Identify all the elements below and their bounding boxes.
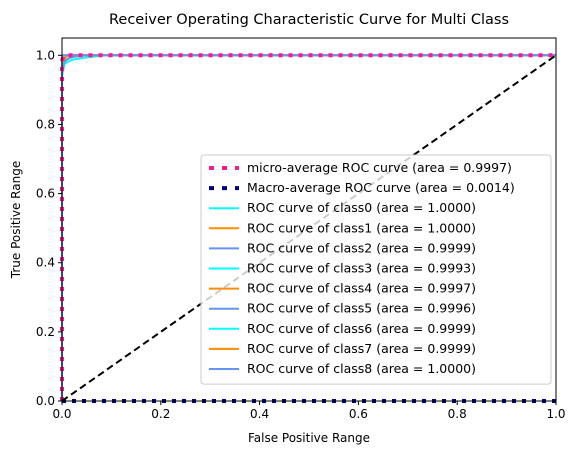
x-tick-label: 0.8 — [448, 407, 467, 421]
legend-label: ROC curve of class1 (area = 1.0000) — [247, 220, 476, 235]
legend-label: ROC curve of class0 (area = 1.0000) — [247, 200, 476, 215]
legend-label: ROC curve of class8 (area = 1.0000) — [247, 361, 476, 376]
legend-label: Macro-average ROC curve (area = 0.0014) — [247, 180, 515, 195]
x-tick-label: 1.0 — [546, 407, 565, 421]
y-tick-label: 0.2 — [36, 325, 55, 339]
chart-title: Receiver Operating Characteristic Curve … — [109, 12, 509, 28]
legend-label: ROC curve of class4 (area = 0.9997) — [247, 281, 476, 296]
legend-label: ROC curve of class2 (area = 0.9999) — [247, 240, 476, 255]
x-axis-label: False Positive Range — [248, 431, 370, 445]
x-tick-label: 0.6 — [349, 407, 368, 421]
y-axis-label: True Positive Range — [9, 161, 23, 279]
legend-label: micro-average ROC curve (area = 0.9997) — [247, 160, 512, 175]
legend-label: ROC curve of class3 (area = 0.9993) — [247, 261, 476, 276]
x-tick-label: 0.0 — [52, 407, 71, 421]
y-tick-label: 0.0 — [36, 394, 55, 408]
x-tick-label: 0.2 — [151, 407, 170, 421]
legend-label: ROC curve of class5 (area = 0.9996) — [247, 301, 476, 316]
y-tick-label: 0.6 — [36, 187, 55, 201]
y-tick-label: 0.8 — [36, 117, 55, 131]
y-tick-label: 0.4 — [36, 256, 55, 270]
legend: micro-average ROC curve (area = 0.9997) M… — [201, 155, 551, 384]
x-tick-label: 0.4 — [250, 407, 269, 421]
y-tick-label: 1.0 — [36, 48, 55, 62]
legend-label: ROC curve of class6 (area = 0.9999) — [247, 321, 476, 336]
legend-label: ROC curve of class7 (area = 0.9999) — [247, 341, 476, 356]
